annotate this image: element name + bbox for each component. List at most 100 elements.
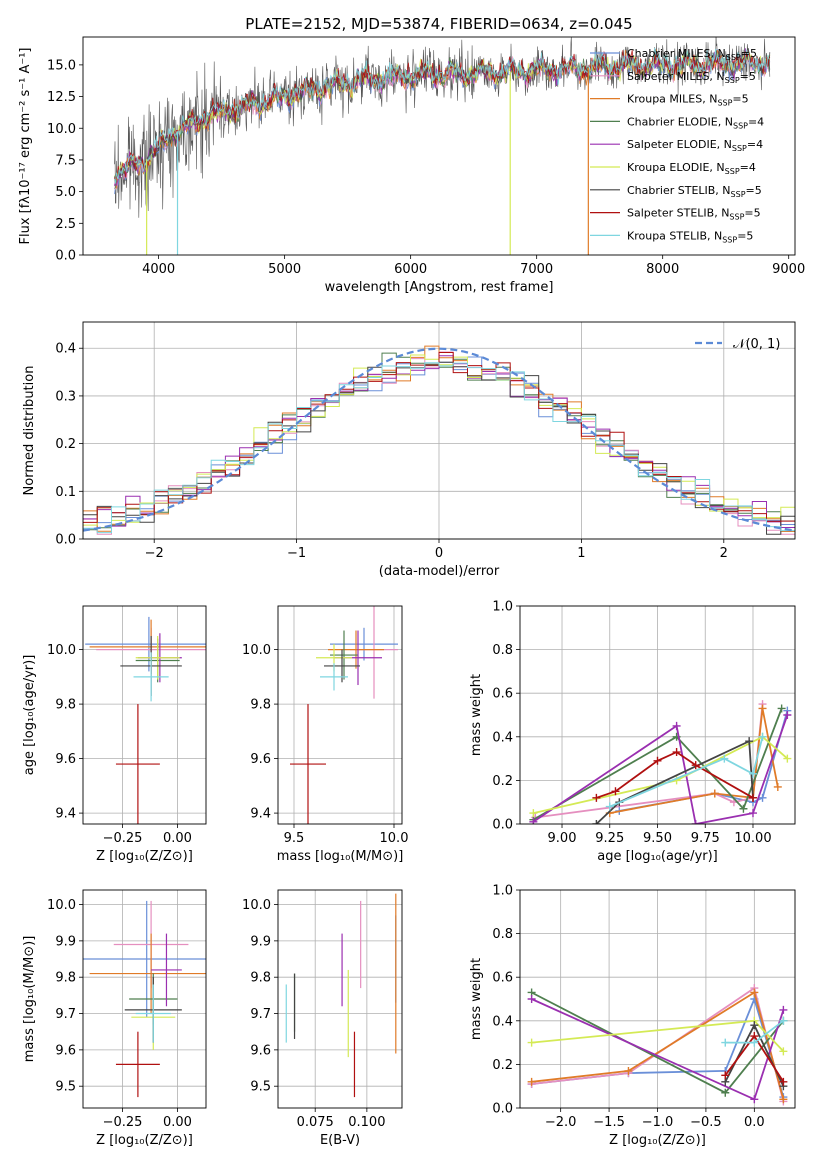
legend-label: Salpeter MILES, N [627,70,725,83]
y-axis-label: mass weight [469,958,484,1040]
y-tick-label: 9.4 [55,807,76,822]
axes-frame [82,889,207,1109]
legend-value: =5 [744,207,760,220]
y-tick-label: 9.7 [250,1007,271,1022]
weight-point [773,782,782,791]
y-tick-label: 0.3 [55,389,76,404]
axes-frame [277,889,403,1109]
y-tick-label: 15.0 [47,58,76,73]
x-tick-label: 9000 [772,262,805,277]
histogram-salpeter-stelib [83,352,795,539]
x-tick-label: 9.5 [284,831,305,846]
legend-entry: Kroupa ELODIE, NSSP=4 [627,161,756,176]
y-tick-label: 9.8 [250,971,271,986]
weight-point [721,1071,730,1080]
weight-point [721,1088,730,1097]
weight-point [750,1038,759,1047]
x-axis-label: Z [log₁₀(Z/Z⊙)] [96,1133,193,1148]
legend-subscript: SSP [729,213,744,222]
legend-entry: Chabrier MILES, NSSP=5 [627,47,757,62]
x-tick-label: −1 [287,546,306,561]
y-axis-label: mass [log₁₀(M/M⊙)] [22,936,37,1063]
legend-entry: Salpeter STELIB, NSSP=5 [627,207,761,222]
y-axis-label: Flux [fλ10⁻¹⁷ erg cm⁻² s⁻¹ A⁻¹] [18,48,33,245]
y-tick-label: 9.4 [250,807,271,822]
weight-point [529,817,538,824]
y-axis-label: mass weight [469,674,484,756]
weight-point [779,1077,788,1086]
weight-line [595,739,754,824]
legend-subscript: SSP [725,167,740,176]
weight-point [750,1021,759,1030]
weight-point [739,804,748,813]
x-tick-label: 8000 [646,262,679,277]
y-tick-label: 9.8 [55,698,76,713]
x-axis-label: Z [log₁₀(Z/Z⊙)] [609,1133,706,1148]
plot-area-age_vs_Z [85,616,206,824]
weight-point [624,1066,633,1075]
x-tick-label: 10.0 [380,831,409,846]
y-axis-label: Normed distribution [22,366,37,496]
legend-entry: Chabrier ELODIE, NSSP=4 [627,115,764,130]
y-tick-label: 9.6 [55,752,76,767]
y-tick-label: 0.0 [492,818,513,833]
weight-point [779,1005,788,1014]
plot-area-weight_vs_age [529,700,792,824]
weight-line [533,735,788,814]
y-tick-label: 1.0 [492,884,513,899]
legend-label: Chabrier ELODIE, N [627,115,733,128]
panel-mass_vs_Z: −0.25 0.00 9.5 9.6 9.7 9.8 9.9 10.0 Z [log₁₀(Z/Z… [22,889,207,1148]
y-tick-label: 9.8 [55,971,76,986]
axes-frame [82,36,796,256]
x-axis-label: wavelength [Angstrom, rest frame] [325,280,554,295]
y-tick-label: 0.1 [55,485,76,500]
plot-area-weight_vs_Z [527,984,788,1106]
legend-label: Kroupa STELIB, N [627,229,722,242]
x-tick-label: 2 [720,546,728,561]
weight-point [748,793,757,802]
y-tick-label: 10.0 [47,122,76,137]
weight-line [609,736,764,808]
y-tick-label: 0.0 [55,533,76,548]
weight-point [779,1016,788,1025]
spectrum-legend: Chabrier MILES, NSSP=5 Salpeter MILES, N S… [590,47,764,244]
weight-point [750,1095,759,1104]
legend-entry: Kroupa STELIB, NSSP=5 [627,229,753,244]
histogram-kroupa-stelib [83,362,795,539]
legend-value: =5 [746,184,762,197]
y-tick-label: 9.6 [55,1043,76,1058]
x-tick-label: 9.50 [643,831,672,846]
legend-value: =4 [740,161,756,174]
legend-entry: Kroupa MILES, NSSP=5 [627,93,749,108]
x-tick-label: 1 [577,546,585,561]
weight-point [592,820,601,824]
legend-label: Chabrier STELIB, N [627,184,731,197]
legend-label: Kroupa MILES, N [627,93,717,106]
y-tick-label: 0.8 [492,643,513,658]
legend-subscript: SSP [722,235,737,244]
y-tick-label: 12.5 [47,90,76,105]
weight-point [611,787,620,796]
weight-point [529,809,538,818]
y-tick-label: 0.6 [492,687,513,702]
y-tick-label: 2.5 [55,217,76,232]
x-tick-label: 0 [435,546,443,561]
y-tick-label: 0.2 [492,774,513,789]
weight-point [758,704,767,713]
weight-line [532,714,789,824]
weight-point [691,820,700,824]
y-tick-label: 10.0 [47,643,76,658]
x-tick-label: 0.075 [297,1115,334,1130]
plot-area-mass_vs_Z [83,900,206,1098]
weight-point [605,802,614,811]
x-tick-label: 9.25 [595,831,624,846]
legend-entry: Chabrier STELIB, NSSP=5 [627,184,762,199]
panel-age_vs_Z: −0.25 0.00 9.4 9.6 9.8 10.0 Z [log₁₀(Z/Z⊙)] age… [22,605,207,864]
legend-subscript: SSP [733,121,748,130]
weight-line [596,751,754,799]
weight-point [783,754,792,763]
model-line [114,47,770,184]
x-tick-label: −1.0 [642,1115,674,1130]
y-tick-label: 7.5 [55,153,76,168]
x-tick-label: 0.100 [348,1115,385,1130]
